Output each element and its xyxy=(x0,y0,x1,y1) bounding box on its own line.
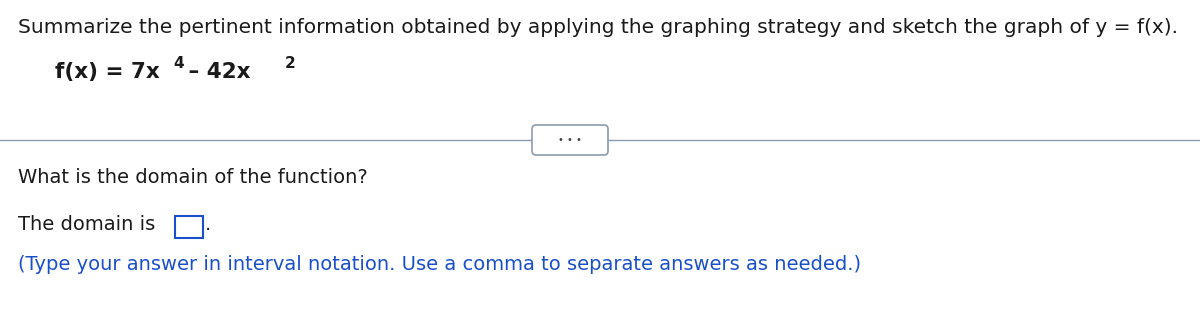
FancyBboxPatch shape xyxy=(532,125,608,155)
FancyBboxPatch shape xyxy=(175,216,203,238)
Text: f(x) = 7x: f(x) = 7x xyxy=(55,62,160,82)
Text: – 42x: – 42x xyxy=(181,62,251,82)
Text: The domain is: The domain is xyxy=(18,215,155,234)
Text: What is the domain of the function?: What is the domain of the function? xyxy=(18,168,367,187)
Text: .: . xyxy=(205,215,211,234)
Text: (Type your answer in interval notation. Use a comma to separate answers as neede: (Type your answer in interval notation. … xyxy=(18,255,862,274)
Text: • • •: • • • xyxy=(558,135,582,145)
Text: 4: 4 xyxy=(173,56,184,71)
Text: Summarize the pertinent information obtained by applying the graphing strategy a: Summarize the pertinent information obta… xyxy=(18,18,1178,37)
Text: 2: 2 xyxy=(286,56,295,71)
